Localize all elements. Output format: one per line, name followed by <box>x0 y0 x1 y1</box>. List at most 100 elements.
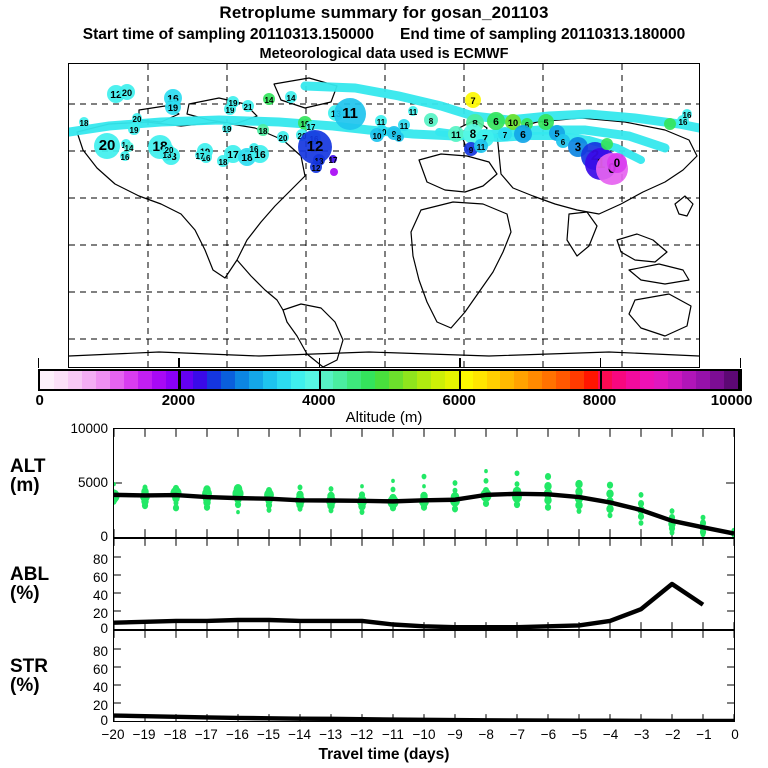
map-cluster-label: 19 <box>223 125 232 134</box>
map-cluster-marker <box>277 131 289 143</box>
abl-ytick-80: 80 <box>92 552 108 567</box>
colorbar-tick-0 <box>38 358 40 368</box>
map-cluster-label: 17 <box>196 152 205 161</box>
map-cluster-marker <box>474 139 488 153</box>
map-cluster-label: 10 <box>508 118 518 128</box>
alt-row-label-line1: ALT <box>10 456 46 477</box>
map-cluster-label: 14 <box>287 94 296 103</box>
str-axis-ticks <box>114 631 734 721</box>
alt-scatter-point <box>607 512 613 519</box>
colorbar-swatch-15 <box>249 371 264 389</box>
sampling-time-line: Start time of sampling 20110313.150000 En… <box>0 26 768 44</box>
alt-scatter-point <box>544 472 552 481</box>
map-cluster-marker <box>119 84 135 100</box>
altitude-colorbar[interactable] <box>38 369 740 391</box>
map-cluster-marker <box>124 142 134 152</box>
alt-scatter-point <box>266 507 272 513</box>
abl-axis-ticks <box>114 539 734 629</box>
x-axis-label--17: −17 <box>194 727 218 742</box>
x-axis-label--6: −6 <box>540 727 557 742</box>
alt-scatter-point <box>328 486 334 492</box>
colorbar-swatch-32 <box>486 371 501 389</box>
abl-row-label: ABL (%) <box>10 565 49 603</box>
abl-ytick-20: 20 <box>92 606 108 621</box>
alt-scatter-point <box>360 484 364 489</box>
alt-scatter-point <box>327 501 335 510</box>
colorbar-tick-labels: 0 2000 4000 6000 8000 10000 <box>0 392 768 412</box>
str-ytick-20: 20 <box>92 698 108 713</box>
map-cluster-label: 16 <box>683 111 692 120</box>
alt-scatter-point <box>514 470 520 477</box>
abl-row-label-line1: ABL <box>10 564 50 585</box>
colorbar-label-4000: 4000 <box>302 392 336 409</box>
map-cluster-label: 19 <box>168 103 178 113</box>
colorbar-swatch-19 <box>305 371 320 389</box>
colorbar-swatch-3 <box>81 371 96 389</box>
alt-scatter-point <box>483 478 489 484</box>
map-cluster-marker <box>263 93 275 105</box>
abl-ytick-60: 60 <box>92 570 108 585</box>
map-cluster-label: 13 <box>163 151 172 160</box>
alt-row-label-line2: (m) <box>10 475 40 496</box>
alt-scatter-point <box>606 481 614 489</box>
str-plot-panel[interactable] <box>113 630 735 722</box>
str-row-label: STR (%) <box>10 657 48 695</box>
x-axis-label--16: −16 <box>225 727 249 742</box>
colorbar-swatch-30 <box>458 371 473 389</box>
alt-ytick-5000: 5000 <box>77 475 108 490</box>
alt-plot-panel[interactable] <box>113 428 735 538</box>
colorbar-separator-6000 <box>459 369 462 391</box>
colorbar-swatch-21 <box>333 371 347 389</box>
abl-ytick-0: 0 <box>100 621 108 636</box>
colorbar-swatch-20 <box>319 371 334 389</box>
colorbar-swatch-2 <box>67 371 82 389</box>
map-cluster-marker <box>310 161 322 173</box>
map-cluster-label: 16 <box>250 145 259 154</box>
map-cluster-marker <box>505 114 521 130</box>
colorbar-label-8000: 8000 <box>582 392 617 409</box>
alt-scatter-point <box>544 503 552 511</box>
x-axis-title: Travel time (days) <box>318 746 450 763</box>
map-cluster-marker <box>165 99 181 115</box>
alt-scatter-point <box>668 524 676 532</box>
map-cluster-marker <box>242 100 254 112</box>
abl-plot-panel[interactable] <box>113 538 735 630</box>
x-axis-label--2: −2 <box>665 727 681 742</box>
alt-scatter-point <box>114 481 116 487</box>
map-cluster-label: 9 <box>469 146 474 155</box>
map-cluster-marker <box>128 123 140 135</box>
alt-scatter-point <box>234 501 242 509</box>
alt-scatter-point <box>606 504 614 514</box>
alt-scatter-point <box>172 504 180 512</box>
colorbar-swatch-12 <box>207 371 222 389</box>
x-axis-label--19: −19 <box>132 727 156 742</box>
colorbar-swatch-41 <box>612 371 627 389</box>
map-cluster-label: 5 <box>554 129 559 139</box>
map-cluster-label: 20 <box>133 115 142 124</box>
map-cluster-label: 6 <box>520 130 526 141</box>
map-cluster-marker <box>285 91 297 103</box>
alt-scatter-point <box>700 514 706 521</box>
alt-scatter-point <box>421 473 427 480</box>
map-cluster-marker <box>330 168 338 176</box>
colorbar-label-6000: 6000 <box>442 392 476 409</box>
map-cluster-marker <box>329 155 337 163</box>
x-axis-label--4: −4 <box>602 727 619 742</box>
world-map-panel[interactable]: 1220161918192020141416181313201916171718… <box>68 63 700 368</box>
map-cluster-marker <box>195 150 205 160</box>
str-ytick-80: 80 <box>92 644 108 659</box>
colorbar-swatch-8 <box>151 371 166 389</box>
colorbar-separator-8000 <box>599 369 602 391</box>
colorbar-tick-2000 <box>178 358 180 368</box>
alt-scatter-point <box>638 520 644 526</box>
map-cluster-label: 12 <box>110 90 122 101</box>
colorbar-swatch-4 <box>95 371 110 389</box>
colorbar-swatch-34 <box>514 371 529 389</box>
map-cluster-marker <box>465 92 481 108</box>
map-cluster-marker <box>664 118 676 130</box>
x-axis-label--10: −10 <box>412 727 436 742</box>
alt-scatter-point <box>359 509 365 515</box>
map-cluster-marker <box>601 138 613 150</box>
map-cluster-label: 7 <box>470 96 475 106</box>
colorbar-swatch-35 <box>528 371 543 389</box>
